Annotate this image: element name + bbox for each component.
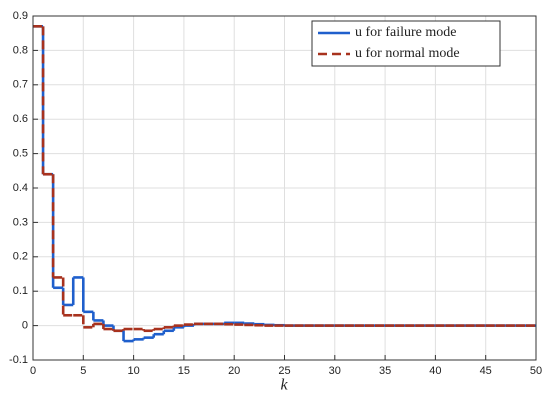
x-tick-label: 10 <box>127 365 139 377</box>
y-tick-label: 0.2 <box>13 251 28 263</box>
y-tick-label: 0.1 <box>13 285 28 297</box>
x-tick-label: 5 <box>80 365 86 377</box>
x-axis-label: k <box>280 377 288 394</box>
x-tick-label: 45 <box>480 365 492 377</box>
x-tick-label: 25 <box>278 365 290 377</box>
y-tick-label: 0.6 <box>13 113 28 125</box>
plot-frame <box>32 15 537 361</box>
legend-label: u for failure mode <box>355 25 456 40</box>
x-tick-label: 15 <box>178 365 190 377</box>
y-tick-label: 0 <box>22 320 28 332</box>
x-tick-label: 30 <box>329 365 341 377</box>
series <box>33 25 536 333</box>
y-tick-label: 0.3 <box>13 216 28 228</box>
x-tick-label: 50 <box>530 365 542 377</box>
y-tick-label: 0.5 <box>13 148 28 160</box>
y-tick-label: 0.8 <box>13 44 28 56</box>
x-tick-label: 0 <box>30 365 36 377</box>
legend-box <box>311 20 501 67</box>
x-tick-label: 20 <box>228 365 240 377</box>
x-tick-label: 40 <box>429 365 441 377</box>
y-tick-label: -0.1 <box>9 354 28 366</box>
legend-label: u for normal mode <box>355 46 460 61</box>
x-tick-label: 35 <box>379 365 391 377</box>
y-tick-label: 0.9 <box>13 10 28 22</box>
y-tick-label: 0.4 <box>13 182 28 194</box>
y-tick-label: 0.7 <box>13 79 28 91</box>
